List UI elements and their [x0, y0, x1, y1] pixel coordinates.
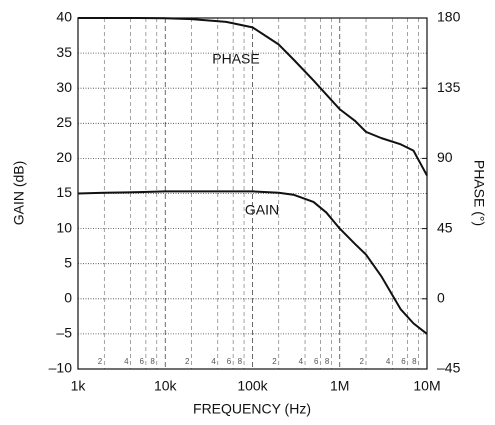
minor-tick-label: 4 [211, 357, 216, 366]
minor-tick-label: 2 [272, 357, 277, 366]
minor-tick-label: 8 [150, 357, 155, 366]
minor-tick-label: 4 [299, 357, 304, 366]
y2-axis-label: PHASE (°) [471, 160, 487, 226]
y-axis-label: GAIN (dB) [11, 161, 27, 226]
y-tick-label: 40 [56, 9, 72, 25]
annotation: GAIN [245, 202, 279, 218]
y-tick-label: –5 [56, 325, 72, 341]
minor-tick-label: 8 [325, 357, 330, 366]
y-tick-label: 5 [64, 254, 72, 270]
x-tick-label: 10M [413, 378, 440, 394]
y-tick-label: 35 [56, 44, 72, 60]
y2-tick-label: –45 [437, 360, 461, 376]
y-tick-label: 15 [56, 184, 72, 200]
y-tick-label: 30 [56, 79, 72, 95]
y2-tick-label: 135 [437, 79, 461, 95]
annotation: PHASE [212, 51, 259, 67]
y-tick-label: 25 [56, 114, 72, 130]
x-axis-label: FREQUENCY (Hz) [193, 401, 311, 417]
minor-tick-label: 6 [401, 357, 406, 366]
x-tick-label: 1k [71, 378, 87, 394]
minor-tick-label: 4 [386, 357, 391, 366]
minor-tick-label: 2 [360, 357, 365, 366]
minor-tick-label: 2 [185, 357, 190, 366]
minor-tick-label: 6 [139, 357, 144, 366]
y2-tick-label: 0 [437, 290, 445, 306]
y2-tick-label: 45 [437, 219, 453, 235]
y-tick-label: 20 [56, 149, 72, 165]
y2-tick-label: 180 [437, 9, 461, 25]
y-tick-label: 10 [56, 219, 72, 235]
series-line [78, 17, 428, 177]
y-tick-label: 0 [64, 290, 72, 306]
series-line [77, 190, 428, 335]
minor-tick-label: 8 [412, 357, 417, 366]
minor-tick-label: 2 [98, 357, 103, 366]
x-tick-label: 10k [154, 378, 178, 394]
x-tick-label: 1M [330, 378, 349, 394]
minor-tick-label: 6 [314, 357, 319, 366]
minor-tick-label: 8 [238, 357, 243, 366]
minor-tick-label: 4 [124, 357, 129, 366]
minor-tick-label: 6 [227, 357, 232, 366]
y2-tick-label: 90 [437, 149, 453, 165]
y-tick-label: –10 [49, 360, 73, 376]
x-tick-label: 100k [237, 378, 268, 394]
